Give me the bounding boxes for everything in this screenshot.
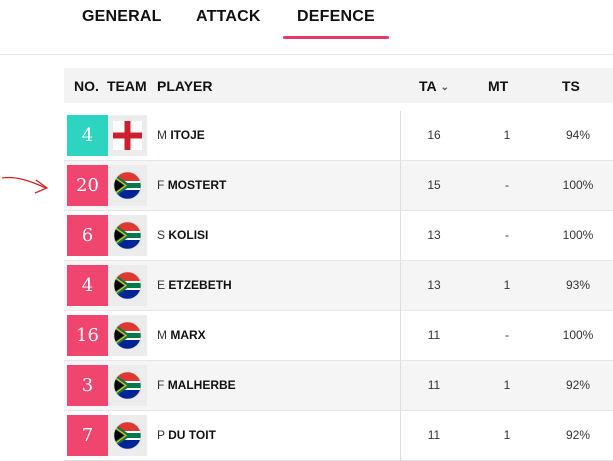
column-divider xyxy=(400,111,401,160)
tackles-value: 11 xyxy=(427,428,441,442)
tackle-success-value: 92% xyxy=(565,378,591,392)
player-name[interactable]: M MARX xyxy=(157,328,206,342)
tackle-success-value: 100% xyxy=(562,178,594,192)
missed-tackles-value: 1 xyxy=(503,128,511,142)
jersey-number: 4 xyxy=(67,265,108,306)
tackles-value: 13 xyxy=(427,278,441,292)
tab-attack[interactable]: ATTACK xyxy=(196,8,261,25)
table-row[interactable]: 4 E ETZEBETH 13 1 93% xyxy=(64,261,613,311)
jersey-number: 20 xyxy=(67,165,108,206)
jersey-number: 3 xyxy=(67,365,108,406)
tab-general[interactable]: GENERAL xyxy=(82,8,162,25)
column-divider xyxy=(400,161,401,210)
missed-tackles-value: 1 xyxy=(503,278,511,292)
tackle-success-value: 93% xyxy=(565,278,591,292)
player-initial: M xyxy=(157,128,167,142)
player-initial: P xyxy=(157,428,165,442)
tackle-success-value: 94% xyxy=(565,128,591,142)
player-surname: MOSTERT xyxy=(167,178,227,192)
stats-tabs: GENERAL ATTACK DEFENCE xyxy=(0,0,613,55)
table-row[interactable]: 6 S KOLISI 13 - 100% xyxy=(64,211,613,261)
column-divider xyxy=(400,311,401,360)
player-surname: DU TOIT xyxy=(168,428,216,442)
table-row[interactable]: 16 M MARX 11 - 100% xyxy=(64,311,613,361)
header-ta: TA xyxy=(419,78,437,94)
table-header: NO. TEAM PLAYER TA ⌄ MT TS xyxy=(64,68,613,103)
tackle-success-value: 92% xyxy=(565,428,591,442)
column-divider xyxy=(400,211,401,260)
header-ts[interactable]: TS xyxy=(562,78,580,94)
team-flag xyxy=(108,165,147,206)
header-team: TEAM xyxy=(107,78,147,94)
player-surname: KOLISI xyxy=(168,228,209,242)
table-row[interactable]: 4 M ITOJE 16 1 94% xyxy=(64,111,613,161)
tackles-value: 13 xyxy=(427,228,441,242)
tackle-success-value: 100% xyxy=(562,228,594,242)
chevron-down-icon: ⌄ xyxy=(440,82,450,93)
missed-tackles-value: - xyxy=(505,328,509,342)
team-flag xyxy=(108,365,147,406)
player-surname: ETZEBETH xyxy=(168,278,232,292)
player-name[interactable]: S KOLISI xyxy=(157,228,208,242)
header-mt[interactable]: MT xyxy=(488,78,509,94)
tackles-value: 15 xyxy=(427,178,441,192)
jersey-number: 6 xyxy=(67,215,108,256)
tab-defence[interactable]: DEFENCE xyxy=(283,6,389,39)
player-name[interactable]: F MOSTERT xyxy=(157,178,226,192)
player-name[interactable]: M ITOJE xyxy=(157,128,205,142)
player-initial: E xyxy=(157,278,166,292)
player-initial: M xyxy=(157,328,167,342)
player-table-body: 4 M ITOJE 16 1 94% 20 F MOSTERT 15 - 100% 6 S KOLIS… xyxy=(64,111,613,461)
tackles-value: 11 xyxy=(427,378,441,392)
team-flag xyxy=(108,315,147,356)
table-row[interactable]: 20 F MOSTERT 15 - 100% xyxy=(64,161,613,211)
jersey-number: 4 xyxy=(67,115,108,156)
missed-tackles-value: 1 xyxy=(503,428,511,442)
header-no: NO. xyxy=(74,78,99,94)
missed-tackles-value: - xyxy=(505,228,509,242)
header-player: PLAYER xyxy=(157,78,213,94)
missed-tackles-value: - xyxy=(505,178,509,192)
column-divider xyxy=(400,261,401,310)
player-initial: S xyxy=(157,228,166,242)
team-flag xyxy=(108,215,147,256)
team-flag xyxy=(108,415,147,456)
tackle-success-value: 100% xyxy=(562,328,594,342)
player-initial: F xyxy=(157,178,165,192)
header-ta-sort[interactable]: TA ⌄ xyxy=(419,78,449,94)
jersey-number: 7 xyxy=(67,415,108,456)
player-surname: MARX xyxy=(170,328,206,342)
player-name[interactable]: F MALHERBE xyxy=(157,378,236,392)
team-flag xyxy=(108,115,147,156)
player-surname: MALHERBE xyxy=(167,378,236,392)
player-name[interactable]: P DU TOIT xyxy=(157,428,216,442)
column-divider xyxy=(400,361,401,410)
player-name[interactable]: E ETZEBETH xyxy=(157,278,232,292)
player-initial: F xyxy=(157,378,165,392)
column-divider xyxy=(400,411,401,460)
jersey-number: 16 xyxy=(67,315,108,356)
annotation-arrow xyxy=(1,176,49,194)
tackles-value: 11 xyxy=(427,328,441,342)
team-flag xyxy=(108,265,147,306)
missed-tackles-value: 1 xyxy=(503,378,511,392)
player-surname: ITOJE xyxy=(170,128,205,142)
tackles-value: 16 xyxy=(427,128,441,142)
